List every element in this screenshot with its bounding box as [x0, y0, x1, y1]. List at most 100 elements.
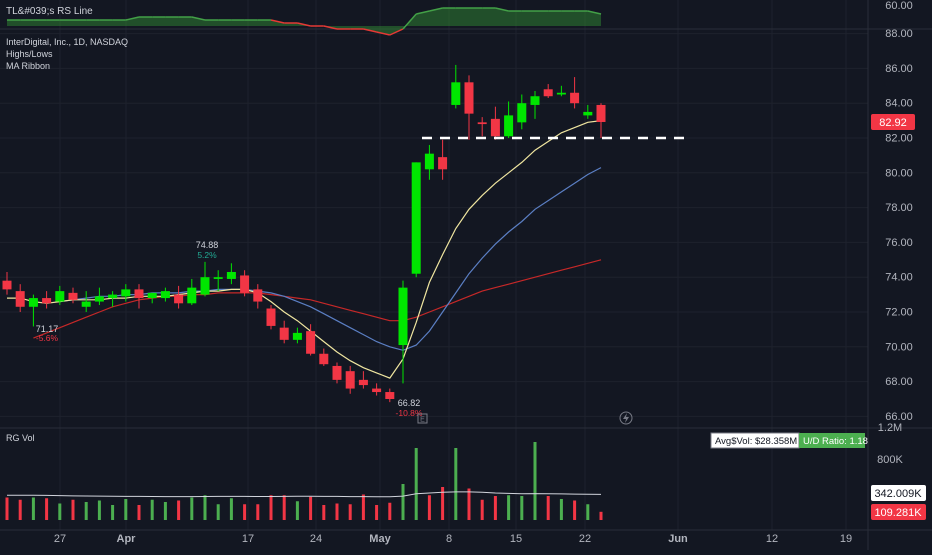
candle-body: [226, 271, 236, 279]
price-tick-label: 80.00: [885, 167, 913, 179]
rs-line-segment: [297, 22, 311, 27]
candle-body: [345, 371, 355, 389]
price-tick-label: 74.00: [885, 272, 913, 284]
rs-line-segment: [416, 10, 430, 15]
volume-bar: [111, 505, 115, 520]
candle-body: [200, 277, 210, 295]
price-tick-label: 72.00: [885, 307, 913, 319]
candle-body: [121, 289, 131, 297]
indicator-highs-lows: Highs/Lows: [6, 49, 53, 59]
volume-badge-text: 109.281K: [874, 507, 922, 519]
volume-badge-text: 342.009K: [874, 488, 922, 500]
volume-bar: [18, 499, 22, 520]
candle-body: [332, 365, 342, 380]
ud-ratio-text: U/D Ratio: 1.18: [803, 436, 868, 447]
x-tick-label: 15: [510, 533, 522, 545]
rs-line-segment: [389, 28, 404, 36]
candle-body: [319, 353, 329, 365]
volume-bar: [441, 487, 445, 520]
rs-line-segment: [323, 25, 338, 30]
candle-body: [504, 115, 514, 137]
candle-body: [240, 275, 250, 293]
volume-bar: [150, 499, 154, 520]
x-tick-label: 22: [579, 533, 591, 545]
candle-body: [372, 388, 382, 393]
ma-fast-line: [7, 120, 602, 379]
axes: 88.00 86.00 84.00 82.00 80.00 78.00 76.00 74.00…: [54, 0, 926, 545]
candle-body: [160, 291, 170, 299]
rs-line-segment: [376, 31, 390, 36]
volume-tick-label: 1.2M: [878, 422, 902, 434]
candle-body: [490, 118, 500, 137]
volume-label: RG Vol: [6, 433, 35, 443]
volume-bar: [295, 501, 299, 520]
candle-body: [55, 291, 65, 302]
volume-bar: [401, 484, 405, 520]
rs-line-segment: [495, 7, 509, 12]
volume-panel: [5, 442, 603, 520]
volume-bar: [137, 505, 141, 520]
rs-line-segment: [587, 10, 602, 15]
candle-body: [438, 157, 448, 170]
volume-bar: [467, 488, 471, 520]
highlow-percent: -10.8%: [396, 408, 423, 418]
price-tick-label: 66.00: [885, 411, 913, 423]
highlow-value: 66.82: [398, 398, 421, 408]
x-tick-label: 27: [54, 533, 66, 545]
candle-body: [174, 294, 184, 304]
volume-bar: [599, 511, 603, 520]
rs-line-segment: [429, 7, 443, 12]
avg-vol-text: Avg$Vol: $28.358M: [715, 436, 797, 447]
candle-body: [385, 392, 395, 399]
volume-bar: [243, 504, 247, 520]
price-tick-label: 68.00: [885, 376, 913, 388]
volume-bar: [361, 494, 365, 520]
x-tick-label: 24: [310, 533, 322, 545]
x-tick-label: Jun: [668, 533, 688, 545]
volume-bar: [58, 503, 62, 520]
rs-line-segment: [402, 13, 417, 30]
volume-bar: [493, 496, 497, 520]
candles: [2, 64, 606, 403]
highlow-percent: 5.2%: [197, 250, 217, 260]
x-tick-label: 17: [242, 533, 254, 545]
flash-icon[interactable]: [619, 411, 633, 425]
price-badge-text: 82.92: [879, 117, 907, 129]
candle-body: [94, 296, 104, 302]
rs-line-segment: [125, 16, 140, 21]
candle-body: [543, 89, 553, 97]
volume-bar: [348, 504, 352, 520]
candle-body: [464, 82, 474, 114]
volume-tick-label: 800K: [877, 454, 903, 466]
volume-bar: [559, 499, 563, 520]
x-tick-label: Apr: [117, 533, 137, 545]
volume-bar: [520, 496, 524, 520]
earnings-marker: E: [420, 417, 425, 424]
volume-badge: [871, 485, 926, 501]
volume-bar: [45, 498, 49, 520]
ma-slow-line: [33, 259, 602, 339]
volume-bar: [71, 499, 75, 520]
volume-bar: [414, 448, 418, 520]
volume-bar: [216, 504, 220, 520]
volume-bar: [97, 500, 101, 520]
earnings-marker-box: [417, 413, 428, 424]
candle-body: [398, 287, 408, 346]
candle-body: [411, 162, 421, 274]
rs-line-label: TL&#039;s RS Line: [6, 6, 93, 17]
volume-bar: [322, 505, 326, 520]
rs-line-segment: [363, 28, 377, 33]
price-tick-label: 84.00: [885, 98, 913, 110]
rs-tick-label: 60.00: [885, 0, 913, 12]
candle-body: [42, 298, 52, 304]
volume-badge: [871, 504, 926, 520]
candle-body: [187, 287, 197, 304]
volume-bar: [533, 442, 537, 520]
candle-body: [358, 379, 368, 386]
candle-body: [570, 92, 580, 104]
volume-bar: [335, 503, 339, 520]
candle-body: [556, 92, 566, 95]
candle-body: [596, 104, 606, 122]
